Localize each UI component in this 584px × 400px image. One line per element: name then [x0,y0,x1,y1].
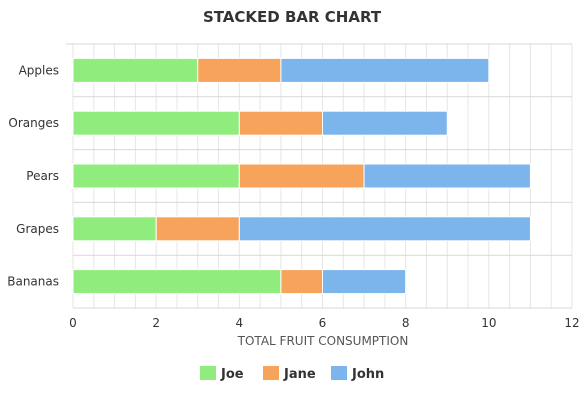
bar-segment[interactable] [155,216,240,242]
bar-segment[interactable] [280,57,490,83]
legend-label[interactable]: Joe [220,367,244,382]
legend-swatch[interactable] [200,366,216,380]
x-tick-label: 8 [402,316,410,330]
bar-segment[interactable] [238,110,323,136]
value-axis-ticks: 0 2 4 6 8 10 12 [69,316,579,330]
x-tick-label: 2 [152,316,160,330]
category-label: Grapes [16,222,59,236]
bar-segment[interactable] [322,269,407,295]
category-label: Oranges [8,116,59,130]
x-axis-title: TOTAL FRUIT CONSUMPTION [237,334,409,348]
bar-segment[interactable] [238,216,531,242]
x-tick-label: 6 [319,316,327,330]
legend-swatch[interactable] [263,366,279,380]
bar-segment[interactable] [363,163,531,189]
legend-swatch[interactable] [331,366,347,380]
bar-segment[interactable] [280,269,323,295]
category-label: Pears [26,169,59,183]
bar-segment[interactable] [72,163,240,189]
bar-segment[interactable] [238,163,365,189]
chart-title: STACKED BAR CHART [203,8,382,26]
category-label: Apples [19,63,59,77]
category-label: Bananas [7,275,59,289]
legend-label[interactable]: Jane [283,367,316,382]
bar-segment[interactable] [72,57,199,83]
bars [72,57,531,295]
x-tick-label: 4 [236,316,244,330]
bar-segment[interactable] [72,269,282,295]
x-tick-label: 12 [564,316,579,330]
x-tick-label: 10 [481,316,496,330]
bar-segment[interactable] [72,216,157,242]
bar-segment[interactable] [197,57,282,83]
category-axis-labels: Apples Oranges Pears Grapes Bananas [7,63,59,288]
x-tick-label: 0 [69,316,77,330]
bar-segment[interactable] [322,110,448,136]
legend: Joe Jane John [200,366,384,382]
legend-label[interactable]: John [351,367,384,382]
bar-segment[interactable] [72,110,240,136]
